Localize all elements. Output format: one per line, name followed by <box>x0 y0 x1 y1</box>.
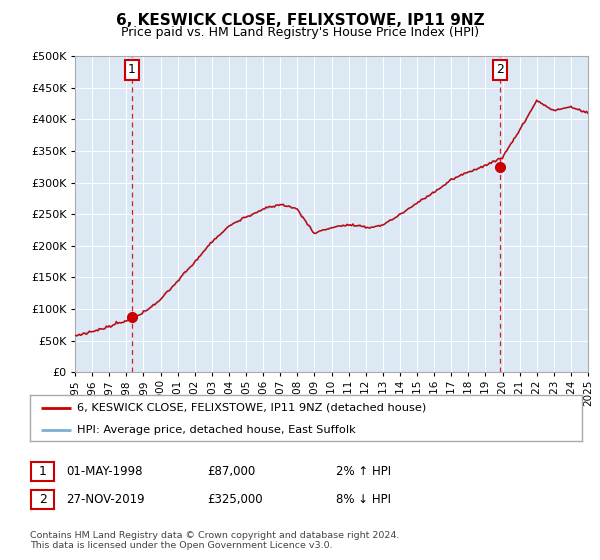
Text: £87,000: £87,000 <box>207 465 255 478</box>
Text: 1: 1 <box>128 63 136 76</box>
Text: 2: 2 <box>38 493 47 506</box>
Text: 2% ↑ HPI: 2% ↑ HPI <box>336 465 391 478</box>
Text: 6, KESWICK CLOSE, FELIXSTOWE, IP11 9NZ (detached house): 6, KESWICK CLOSE, FELIXSTOWE, IP11 9NZ (… <box>77 403 426 413</box>
Text: 1: 1 <box>38 465 47 478</box>
Text: 6, KESWICK CLOSE, FELIXSTOWE, IP11 9NZ: 6, KESWICK CLOSE, FELIXSTOWE, IP11 9NZ <box>116 13 484 27</box>
Text: HPI: Average price, detached house, East Suffolk: HPI: Average price, detached house, East… <box>77 424 356 435</box>
Text: Contains HM Land Registry data © Crown copyright and database right 2024.
This d: Contains HM Land Registry data © Crown c… <box>30 531 400 550</box>
Text: 27-NOV-2019: 27-NOV-2019 <box>66 493 145 506</box>
Text: Price paid vs. HM Land Registry's House Price Index (HPI): Price paid vs. HM Land Registry's House … <box>121 26 479 39</box>
Text: 8% ↓ HPI: 8% ↓ HPI <box>336 493 391 506</box>
Text: £325,000: £325,000 <box>207 493 263 506</box>
Text: 2: 2 <box>496 63 503 76</box>
Text: 01-MAY-1998: 01-MAY-1998 <box>66 465 143 478</box>
